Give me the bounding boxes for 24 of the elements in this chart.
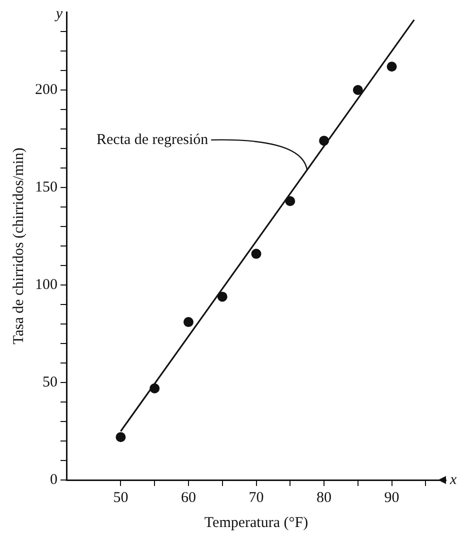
point: [319, 136, 330, 146]
point: [217, 292, 228, 302]
x-tick-label: 50: [113, 490, 128, 506]
point: [251, 248, 262, 259]
point: [386, 62, 397, 72]
point: [150, 383, 160, 394]
x-tick-label: 70: [248, 490, 264, 506]
x-tick-label: 60: [180, 490, 196, 506]
y-tick-label: 50: [42, 374, 58, 390]
point: [116, 432, 126, 442]
point: [352, 85, 363, 95]
point: [183, 317, 194, 328]
point: [285, 196, 296, 206]
y-tick-label: 100: [35, 276, 58, 293]
y-tick-label: 0: [50, 472, 58, 488]
annotation: Recta de regresión: [96, 132, 209, 148]
y-tick-label: 200: [35, 82, 58, 98]
x-tick-label: 80: [316, 490, 332, 506]
x-axis-title: Temperatura (°F): [204, 514, 308, 531]
text: x: [449, 472, 457, 488]
y-axis-title: Tasa de chirridos (chirridos/min): [10, 148, 27, 344]
text: y: [54, 6, 63, 22]
x-tick-label: 90: [384, 490, 400, 506]
y-tick-label: 150: [35, 179, 58, 196]
